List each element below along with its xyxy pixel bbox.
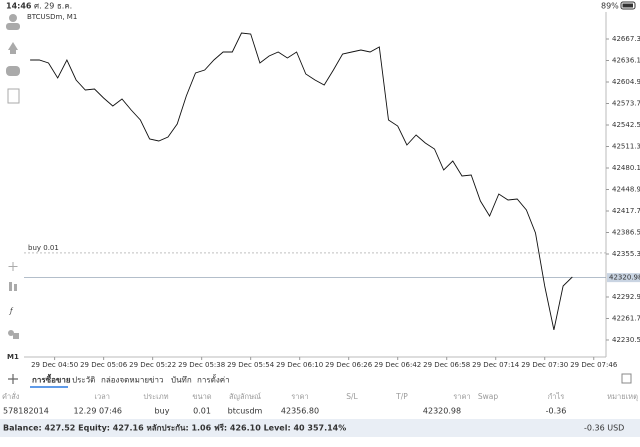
timeframe-button[interactable]: M1 xyxy=(7,353,19,361)
y-tick-label: 42511.30 xyxy=(612,142,640,150)
order-id: 578182014 xyxy=(3,407,49,416)
x-tick-label: 29 Dec 07:30 xyxy=(521,361,568,369)
x-tick-label: 29 Dec 06:26 xyxy=(325,361,373,369)
col-header: เวลา xyxy=(94,392,110,401)
objects-icon-b xyxy=(13,333,19,339)
chart-type-icon[interactable] xyxy=(9,282,12,291)
order-volume: 0.01 xyxy=(193,407,211,416)
order-time: 12.29 07:46 xyxy=(74,407,123,416)
open-price: 42356.80 xyxy=(281,407,319,416)
x-tick-label: 29 Dec 06:42 xyxy=(374,361,421,369)
col-header: ขนาด xyxy=(192,392,211,401)
bid-label-box xyxy=(607,273,640,283)
col-header: S/L xyxy=(346,392,358,401)
current-price: 42320.98 xyxy=(423,407,461,416)
objects-icon[interactable] xyxy=(8,330,14,336)
crosshair-icon[interactable] xyxy=(8,262,18,271)
add-icon[interactable] xyxy=(8,374,18,384)
left-toolbar: ƒ xyxy=(6,14,20,384)
y-tick-label: 42448.90 xyxy=(612,185,640,193)
y-tick-label: 42542.50 xyxy=(612,121,640,129)
battery-icon xyxy=(620,1,636,10)
col-header: ประเภท xyxy=(143,392,168,401)
tab-news[interactable]: ข่าว xyxy=(149,376,163,385)
col-header: Swap xyxy=(478,392,498,401)
x-tick-label: 29 Dec 07:14 xyxy=(472,361,520,369)
total-profit: -0.36 USD xyxy=(584,424,624,433)
x-tick-label: 29 Dec 06:58 xyxy=(423,361,470,369)
col-header: สัญลักษณ์ xyxy=(229,392,261,401)
col-header: T/P xyxy=(395,392,408,401)
x-tick-label: 29 Dec 05:06 xyxy=(80,361,128,369)
new-order-icon[interactable] xyxy=(7,88,20,104)
bid-label: 42320.98 xyxy=(609,274,640,282)
y-tick-label: 42355.30 xyxy=(612,250,640,258)
indicator-icon[interactable]: ƒ xyxy=(8,307,14,315)
account-icon-body xyxy=(6,23,20,30)
col-header: ราคา xyxy=(291,392,308,401)
tab-mailbox[interactable]: กล่องจดหมาย xyxy=(101,376,149,385)
account-summary: Balance: 427.52 Equity: 427.16 หลักประกั… xyxy=(3,423,346,433)
battery-fill xyxy=(622,3,633,8)
col-header: ราคา xyxy=(453,392,470,401)
y-tick-label: 42667.30 xyxy=(612,35,640,43)
col-header: กำไร xyxy=(548,392,565,401)
footer-bar xyxy=(0,419,640,437)
x-tick-label: 29 Dec 05:38 xyxy=(178,361,225,369)
order-symbol: btcusdm xyxy=(228,407,263,416)
y-tick-label: 42480.10 xyxy=(612,164,640,172)
x-tick-label: 29 Dec 04:50 xyxy=(31,361,78,369)
tab-settings[interactable]: การตั้งค่า xyxy=(197,374,230,385)
chart-type-icon-b xyxy=(14,284,17,291)
x-tick-label: 29 Dec 05:54 xyxy=(227,361,275,369)
status-time: 14:46 xyxy=(6,2,32,11)
x-tick-label: 29 Dec 06:10 xyxy=(276,361,323,369)
y-tick-label: 42386.50 xyxy=(612,228,640,236)
trade-icon[interactable] xyxy=(8,42,18,54)
y-tick-label: 42417.70 xyxy=(612,207,640,215)
chart-title: BTCUSDm, M1 xyxy=(27,13,77,21)
y-tick-label: 42573.70 xyxy=(612,100,640,108)
order-type: buy xyxy=(155,407,170,416)
battery-level: 89% xyxy=(601,2,619,11)
tab-trade[interactable]: การซื้อขาย xyxy=(32,374,71,385)
plot-area: 42667.30 42636.10 42604.90 42573.70 42542.50… xyxy=(24,32,640,369)
chat-icon[interactable] xyxy=(6,66,20,76)
status-date: ศ. 29 ธ.ค. xyxy=(34,2,72,11)
y-tick-label: 42230.50 xyxy=(612,336,640,344)
col-header: หมายเหตุ xyxy=(607,392,638,401)
order-profit: -0.36 xyxy=(546,407,567,416)
tab-journal[interactable]: บันทึก xyxy=(171,376,192,385)
layout-icon[interactable] xyxy=(621,373,632,384)
account-icon[interactable] xyxy=(9,14,17,22)
y-tick-label: 42292.90 xyxy=(612,293,640,301)
price-line xyxy=(30,32,573,330)
buy-level-label: buy 0.01 xyxy=(28,244,59,252)
y-tick-label: 42604.90 xyxy=(612,78,640,86)
tab-history[interactable]: ประวัติ xyxy=(72,376,95,385)
col-header: คำสั่ง xyxy=(2,391,20,401)
x-tick-label: 29 Dec 07:46 xyxy=(570,361,618,369)
y-tick-label: 42261.70 xyxy=(612,314,640,322)
y-tick-label: 42636.10 xyxy=(612,57,640,65)
x-tick-label: 29 Dec 05:22 xyxy=(129,361,176,369)
